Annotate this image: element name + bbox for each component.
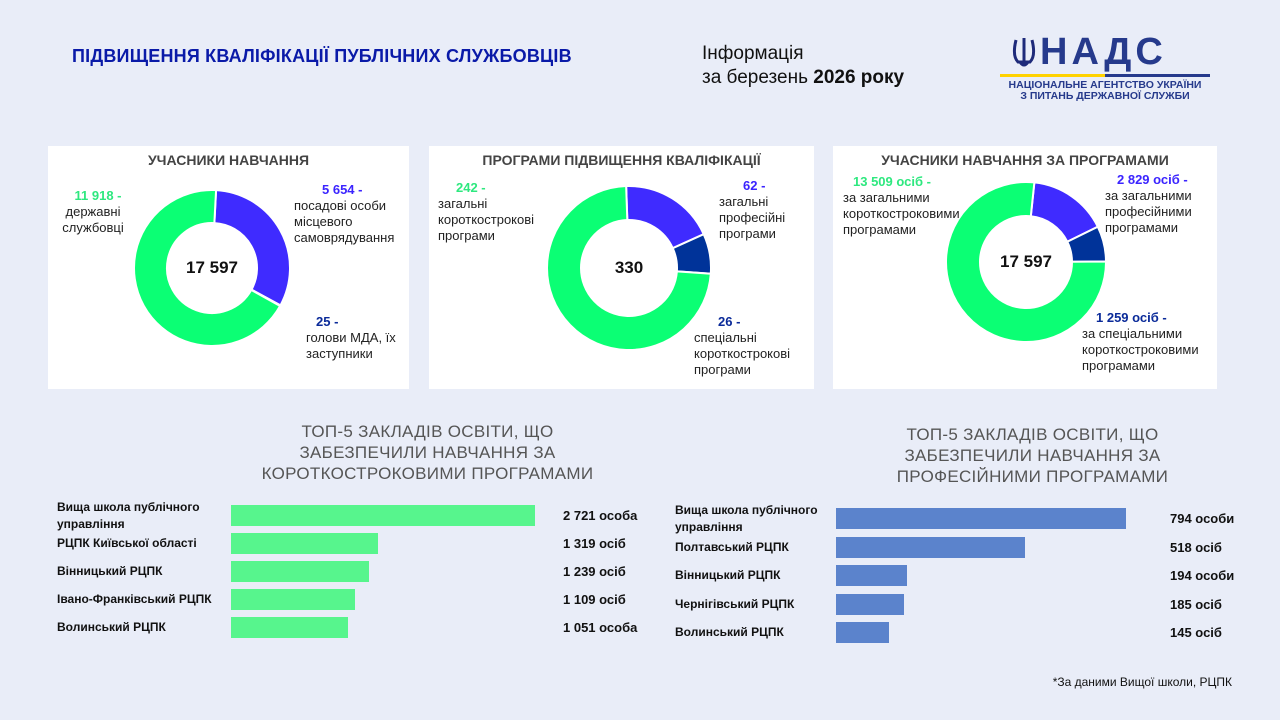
programs-donut bbox=[546, 185, 712, 351]
slice-value: 242 - bbox=[456, 180, 486, 195]
bar-value-label: 2 721 особа bbox=[563, 508, 638, 523]
bar-category-label: Вінницький РЦПК bbox=[57, 564, 163, 578]
trident-icon: НАДС НАЦІОНАЛЬНЕ АГЕНТСТВО УКРАЇНИ З ПИТ… bbox=[1000, 31, 1210, 102]
donut-total: 17 597 bbox=[186, 258, 238, 277]
slice-label: спеціальні короткострокові програми bbox=[694, 330, 791, 377]
chart-title: УЧАСНИКИ НАВЧАННЯ bbox=[147, 152, 310, 168]
bar-category-label: Полтавський РЦПК bbox=[675, 539, 789, 554]
bar bbox=[231, 589, 355, 610]
slice-value: 25 - bbox=[316, 314, 339, 329]
bar bbox=[836, 536, 1026, 558]
bar-category-label: Волинський РЦПК bbox=[57, 620, 166, 634]
bar-category-label: Вища школа публічного управління bbox=[57, 500, 200, 531]
bar-category-label: Вінницький РЦПК bbox=[675, 568, 781, 582]
slice-value: 2 829 осіб - bbox=[1117, 172, 1188, 187]
bar bbox=[231, 533, 379, 554]
svg-text:З ПИТАНЬ ДЕРЖАВНОЇ СЛУЖБИ: З ПИТАНЬ ДЕРЖАВНОЇ СЛУЖБИ bbox=[1020, 89, 1189, 102]
slice-value: 62 - bbox=[743, 178, 766, 193]
bar-value-label: 1 239 осіб bbox=[563, 564, 626, 579]
bar bbox=[836, 593, 904, 615]
participants-by-program-card: УЧАСНИКИ НАВЧАННЯ ЗА ПРОГРАМАМИ 17 597 1… bbox=[833, 146, 1217, 389]
slice-label: загальні короткострокові програми bbox=[438, 196, 535, 243]
chart-title: УЧАСНИКИ НАВЧАННЯ ЗА ПРОГРАМАМИ bbox=[881, 152, 1169, 168]
donut-slice bbox=[546, 185, 712, 351]
bar-value-label: 794 особи bbox=[1170, 511, 1235, 526]
donut-slice bbox=[945, 181, 1107, 343]
donut-slice bbox=[133, 189, 282, 347]
donut-total: 17 597 bbox=[1000, 252, 1052, 271]
bar-value-label: 145 осіб bbox=[1170, 625, 1222, 640]
page-title: ПІДВИЩЕННЯ КВАЛІФІКАЦІЇ ПУБЛІЧНИХ СЛУЖБО… bbox=[72, 46, 572, 66]
slice-label: загальні професійні програми bbox=[719, 194, 786, 241]
participants-by-program-donut bbox=[945, 181, 1108, 343]
bar-chart-title: ТОП-5 ЗАКЛАДІВ ОСВІТИ, ЩО ЗАБЕЗПЕЧИЛИ НА… bbox=[261, 422, 594, 483]
slice-value: 1 259 осіб - bbox=[1096, 310, 1167, 325]
slice-label: за загальними короткостроковими програма… bbox=[843, 190, 960, 237]
slice-label: за спеціальними короткостроковими програ… bbox=[1082, 326, 1199, 373]
info-label: Інформація bbox=[702, 43, 804, 64]
bar bbox=[836, 508, 1126, 529]
footnote: *За даними Вищої школи, РЦПК bbox=[1052, 675, 1232, 689]
bar-value-label: 185 осіб bbox=[1170, 596, 1222, 612]
slice-value: 5 654 - bbox=[322, 182, 363, 197]
bar bbox=[836, 622, 889, 643]
bar-category-label: Вища школа публічного управління bbox=[675, 503, 818, 534]
donut-slice bbox=[213, 189, 291, 307]
bar bbox=[231, 561, 370, 582]
period-prefix: за березень bbox=[702, 67, 814, 88]
bar-category-label: Івано-Франківський РЦПК bbox=[57, 592, 212, 606]
bar-value-label: 1 051 особа bbox=[563, 620, 638, 635]
participants-card: УЧАСНИКИ НАВЧАННЯ 17 597 11 918 - державн… bbox=[48, 146, 409, 389]
bar bbox=[231, 617, 349, 638]
bar-value-label: 1 319 осіб bbox=[563, 536, 626, 551]
slice-value: 11 918 - bbox=[74, 188, 122, 203]
slice-label: голови МДА, їх заступники bbox=[306, 330, 396, 361]
svg-text:НАЦІОНАЛЬНЕ АГЕНТСТВО УКРАЇНИ: НАЦІОНАЛЬНЕ АГЕНТСТВО УКРАЇНИ bbox=[1009, 78, 1202, 91]
bar-category-label: Чернігівський РЦПК bbox=[675, 596, 795, 611]
bar-value-label: 518 осіб bbox=[1170, 539, 1222, 555]
chart-title: ПРОГРАМИ ПІДВИЩЕННЯ КВАЛІФІКАЦІЇ bbox=[482, 152, 761, 168]
participants-donut bbox=[133, 189, 291, 347]
bar-category-label: Волинський РЦПК bbox=[675, 625, 784, 639]
slice-value: 13 509 осіб - bbox=[853, 174, 931, 189]
bar-category-label: РЦПК Київської області bbox=[57, 536, 197, 550]
period-year: 2026 року bbox=[813, 67, 905, 88]
bar-chart-title: ТОП-5 ЗАКЛАДІВ ОСВІТИ, ЩО ЗАБЕЗПЕЧИЛИ НА… bbox=[896, 425, 1169, 486]
slice-label: за загальними професійними програмами bbox=[1105, 188, 1192, 235]
nads-logo: НАДС НАЦІОНАЛЬНЕ АГЕНТСТВО УКРАЇНИ З ПИТ… bbox=[1000, 31, 1210, 102]
bar-value-label: 1 109 осіб bbox=[563, 592, 626, 607]
bar bbox=[836, 565, 907, 586]
report-period: Інформація за березень 2026 року bbox=[702, 42, 904, 90]
bar-value-label: 194 особи bbox=[1170, 568, 1235, 583]
slice-label: державні службовці bbox=[62, 204, 124, 235]
bar bbox=[231, 505, 535, 526]
slice-label: посадові особи місцевого самоврядування bbox=[294, 198, 395, 245]
donut-total: 330 bbox=[614, 258, 644, 277]
svg-text:НАДС: НАДС bbox=[1040, 32, 1167, 73]
slice-value: 26 - bbox=[718, 314, 741, 329]
programs-card: ПРОГРАМИ ПІДВИЩЕННЯ КВАЛІФІКАЦІЇ 330 242… bbox=[429, 146, 814, 389]
